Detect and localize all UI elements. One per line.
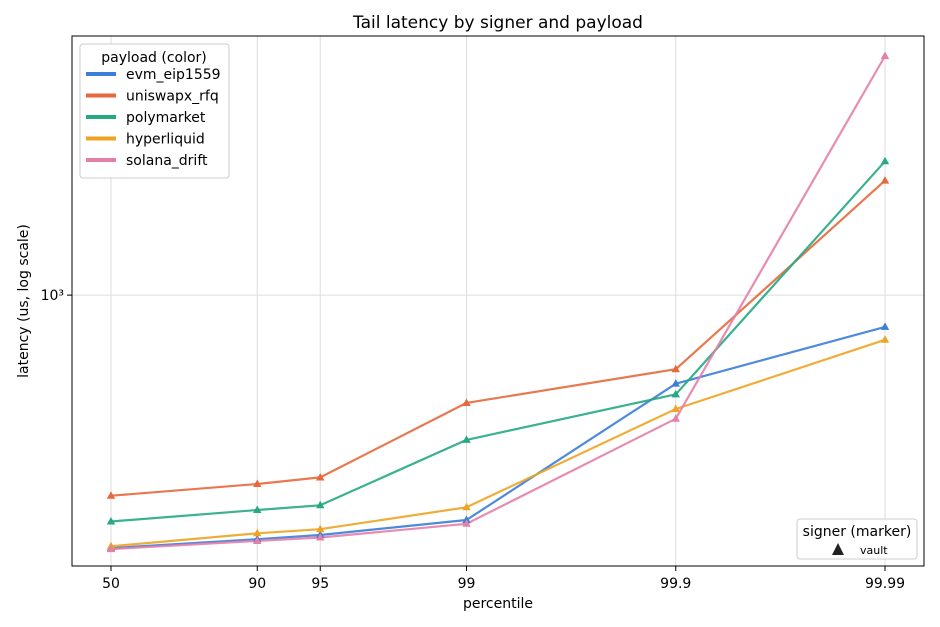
plot-frame: [71, 35, 925, 567]
x-tick-label: 99.99: [865, 576, 905, 592]
payload-legend-title: payload (color): [101, 50, 207, 66]
data-point-uniswapx_rfq: [106, 491, 116, 499]
data-point-polymarket: [462, 435, 471, 443]
data-point-evm_eip1559: [462, 515, 471, 524]
data-point-solana_drift: [253, 536, 262, 544]
data-point-hyperliquid: [462, 502, 471, 511]
x-tick-label: 99: [458, 576, 476, 592]
legend-label-evm_eip1559: evm_eip1559: [126, 67, 221, 83]
data-point-polymarket: [671, 389, 680, 398]
data-point-polymarket: [106, 517, 116, 525]
data-point-hyperliquid: [880, 335, 890, 343]
legend-label-uniswapx_rfq: uniswapx_rfq: [126, 89, 219, 105]
data-point-hyperliquid: [671, 404, 680, 413]
series-markers: [106, 51, 890, 553]
grid: [72, 36, 924, 566]
x-axis-label: percentile: [463, 596, 533, 612]
data-point-uniswapx_rfq: [253, 479, 262, 487]
data-point-solana_drift: [671, 414, 680, 422]
legend-label-polymarket: polymarket: [126, 110, 206, 126]
series-line-solana_drift: [110, 55, 886, 551]
data-point-hyperliquid: [253, 528, 262, 537]
series-lines: [110, 55, 886, 551]
series-line-hyperliquid: [110, 338, 886, 548]
data-point-polymarket: [880, 156, 890, 165]
y-axis-label: latency (us, log scale): [16, 224, 32, 378]
signer-legend-entry-label: vault: [860, 544, 888, 557]
data-point-evm_eip1559: [880, 322, 890, 330]
data-point-solana_drift: [106, 544, 116, 553]
data-point-uniswapx_rfq: [462, 398, 471, 406]
payload-legend: payload (color) evm_eip1559 uniswapx_rfqp…: [79, 43, 230, 179]
data-point-solana_drift: [880, 51, 890, 59]
payload-legend-entries: evm_eip1559 uniswapx_rfq polymarket hyperli…: [86, 67, 221, 169]
data-point-solana_drift: [316, 532, 325, 541]
signer-legend: signer (marker) vault: [796, 518, 918, 560]
data-point-solana_drift: [462, 519, 471, 527]
signer-legend-title: signer (marker): [803, 524, 912, 540]
data-point-polymarket: [316, 500, 325, 509]
series-line-polymarket: [110, 160, 886, 523]
x-axis-ticks: 50 90 95 99 99.9 99.99: [102, 566, 905, 592]
data-point-uniswapx_rfq: [316, 472, 325, 481]
triangle-marker-icon: [832, 543, 844, 555]
y-tick-label: 10³: [41, 288, 64, 304]
data-point-uniswapx_rfq: [671, 364, 680, 373]
x-tick-label: 95: [311, 576, 329, 592]
data-point-hyperliquid: [316, 524, 325, 533]
x-tick-label: 50: [102, 576, 120, 592]
y-axis-ticks: 10³: [41, 288, 72, 304]
data-point-evm_eip1559: [671, 379, 680, 387]
series-line-uniswapx_rfq: [110, 179, 886, 497]
x-tick-label: 90: [248, 576, 266, 592]
chart-title: Tail latency by signer and payload: [352, 13, 643, 33]
data-point-polymarket: [253, 505, 262, 514]
signer-legend-box: [796, 518, 918, 560]
legend-label-hyperliquid: hyperliquid: [126, 132, 205, 148]
series-line-evm_eip1559: [110, 325, 886, 550]
legend-label-solana_drift: solana_drift: [126, 153, 208, 169]
x-tick-label: 99.9: [660, 576, 691, 592]
payload-legend-box: [79, 43, 230, 179]
data-point-uniswapx_rfq: [880, 176, 890, 184]
